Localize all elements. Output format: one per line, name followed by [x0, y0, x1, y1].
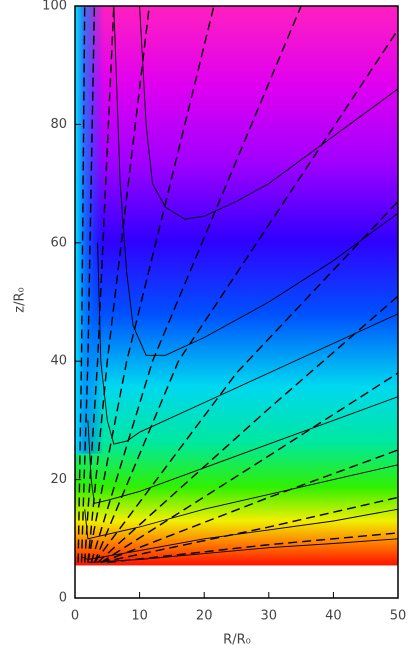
field-line	[87, 5, 215, 563]
contour-line	[87, 538, 399, 563]
y-tick-label: 60	[50, 235, 67, 250]
plot-frame	[74, 5, 399, 599]
contour-line	[84, 464, 399, 540]
field-line	[77, 5, 86, 563]
field-line	[80, 5, 96, 563]
field-line	[107, 532, 399, 564]
axis-glow	[75, 6, 105, 454]
x-tick-label: 30	[261, 609, 278, 624]
field-line	[100, 449, 399, 564]
x-tick-label: 20	[196, 609, 213, 624]
field-line	[93, 200, 399, 563]
contour-line	[87, 396, 399, 504]
color-field	[75, 6, 398, 566]
field-line	[97, 295, 399, 564]
y-tick-label: 40	[50, 354, 67, 369]
x-tick-label: 40	[325, 609, 342, 624]
y-axis-label: z/R₀	[13, 287, 28, 312]
y-tick-label: 20	[50, 472, 67, 487]
x-axis-label: R/R₀	[223, 633, 251, 648]
field-line	[87, 5, 150, 563]
field-line	[100, 372, 399, 564]
y-tick-label: 100	[42, 0, 67, 14]
y-tick-label: 80	[50, 117, 67, 132]
field-line	[93, 29, 399, 563]
x-tick-label: 50	[390, 609, 407, 624]
field-line	[84, 5, 115, 563]
x-tick-label: 0	[71, 609, 79, 624]
x-tick-label: 10	[131, 609, 148, 624]
field-line	[90, 5, 302, 563]
y-tick-label: 0	[59, 591, 67, 606]
field-line	[100, 496, 399, 564]
contour-line	[139, 5, 399, 220]
